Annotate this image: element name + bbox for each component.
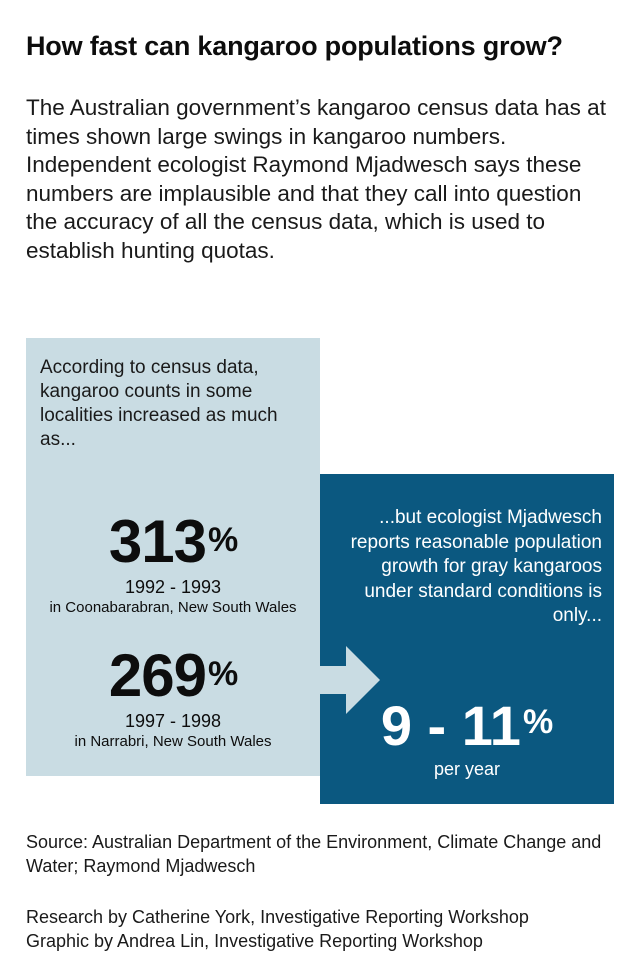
- credits: Research by Catherine York, Investigativ…: [26, 905, 636, 953]
- stat-value: 313: [108, 508, 207, 575]
- stat-percent-sign: %: [207, 521, 238, 559]
- growth-percent-sign: %: [522, 703, 554, 741]
- stat-figure: 313%: [26, 512, 320, 572]
- right-arrow-icon: [318, 646, 380, 714]
- stat-years: 1997 - 1998: [124, 711, 222, 731]
- research-credit: Research by Catherine York, Investigativ…: [26, 907, 529, 927]
- infographic-title: How fast can kangaroo populations grow?: [26, 31, 563, 61]
- source-note: Source: Australian Department of the Env…: [26, 832, 602, 876]
- stat-place: in Coonabarabran, New South Wales: [49, 599, 297, 616]
- stat-figure: 269%: [26, 646, 320, 706]
- census-stat-coonabarabran: 313% 1992 - 1993 in Coonabarabran, New S…: [26, 512, 320, 618]
- stat-percent-sign: %: [207, 655, 238, 693]
- census-stat-narrabri: 269% 1997 - 1998 in Narrabri, New South …: [26, 646, 320, 752]
- graphic-credit: Graphic by Andrea Lin, Investigative Rep…: [26, 931, 483, 951]
- growth-period: per year: [433, 759, 501, 779]
- ecologist-lead-text: ...but ecologist Mjadwesch reports reaso…: [350, 507, 602, 626]
- growth-figure: 9 - 11%: [320, 696, 614, 756]
- stat-years: 1992 - 1993: [124, 577, 222, 597]
- intro-paragraph: The Australian government’s kangaroo cen…: [26, 95, 606, 263]
- stat-value: 269: [108, 642, 207, 709]
- census-lead-text: According to census data, kangaroo count…: [40, 357, 278, 450]
- stat-place: in Narrabri, New South Wales: [74, 733, 272, 750]
- census-panel: [26, 338, 320, 776]
- growth-value: 9 - 11: [380, 694, 521, 757]
- ecologist-panel: [320, 474, 614, 804]
- reasonable-growth-stat: 9 - 11% per year: [320, 696, 614, 780]
